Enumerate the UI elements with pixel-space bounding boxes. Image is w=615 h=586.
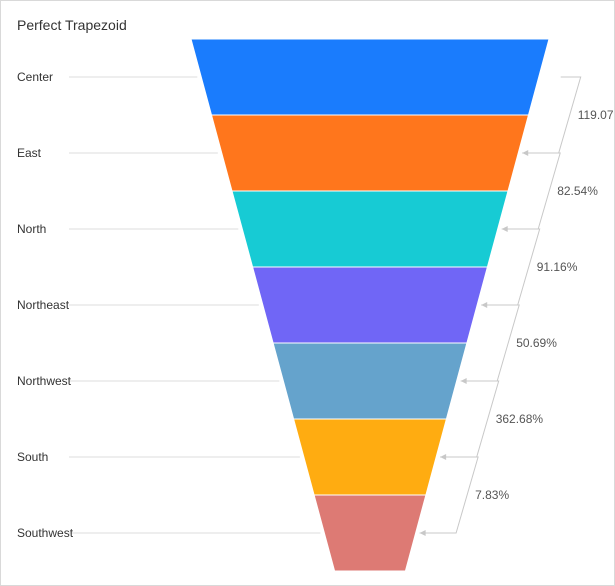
conversion-arrow-icon (522, 150, 529, 156)
conversion-label: 50.69% (516, 336, 557, 350)
conversion-arrow-icon (501, 226, 508, 232)
conversion-arrow-icon (460, 378, 467, 384)
funnel-segment-southwest (313, 494, 427, 572)
conversion-bracket-line (419, 456, 479, 534)
conversion-label: 82.54% (557, 184, 598, 198)
category-label-center: Center (17, 70, 53, 84)
category-label-south: South (17, 450, 48, 464)
category-label-northwest: Northwest (17, 374, 72, 388)
category-label-north: North (17, 222, 46, 236)
conversion-arrow-icon (419, 530, 426, 536)
category-label-east: East (17, 146, 42, 160)
chart-title: Perfect Trapezoid (17, 17, 127, 33)
funnel-segment-center (190, 38, 550, 116)
category-label-northeast: Northeast (17, 298, 70, 312)
conversion-bracket: 50.69% (460, 304, 557, 384)
funnel-segment-northeast (251, 266, 489, 344)
conversion-label: 119.07% (578, 108, 614, 122)
conversion-arrow-icon (440, 454, 447, 460)
conversion-bracket: 82.54% (501, 152, 598, 232)
category-label-southwest: Southwest (17, 526, 74, 540)
funnel-segment-northwest (272, 342, 468, 420)
conversion-label: 7.83% (475, 488, 509, 502)
funnel-segment-south (292, 418, 448, 496)
conversion-bracket: 7.83% (419, 456, 509, 536)
funnel-segment-north (231, 190, 509, 268)
conversion-label: 91.16% (537, 260, 578, 274)
conversion-label: 362.68% (496, 412, 544, 426)
conversion-arrow-icon (481, 302, 488, 308)
conversion-bracket: 362.68% (440, 380, 544, 460)
funnel-segment-east (210, 114, 530, 192)
conversion-bracket: 91.16% (481, 228, 578, 308)
